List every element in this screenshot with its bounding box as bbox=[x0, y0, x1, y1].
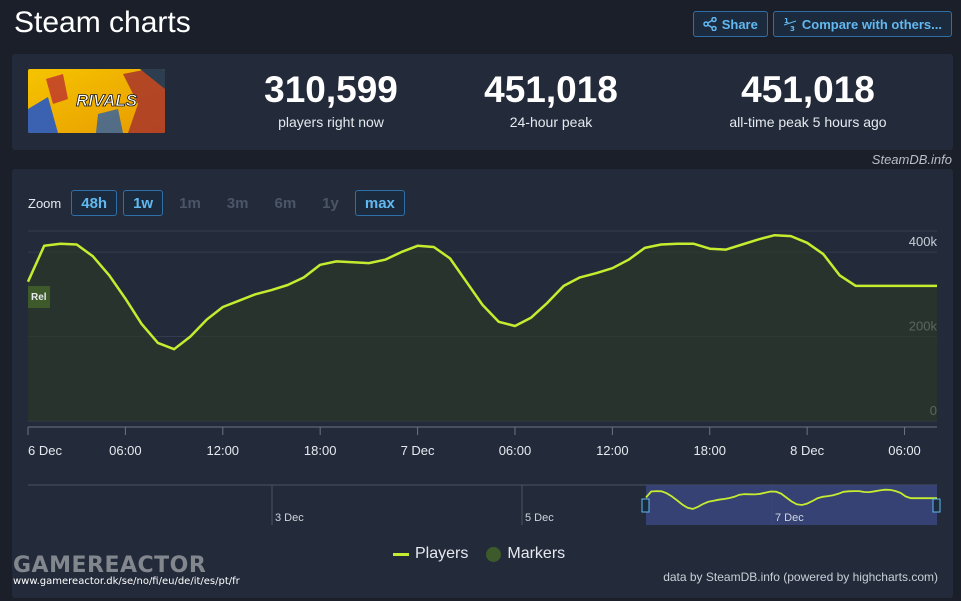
x-tick-label: 12:00 bbox=[207, 443, 240, 458]
zoom-1m-button[interactable]: 1m bbox=[179, 194, 201, 212]
zoom-controls: Zoom 48h 1w 1m 3m 6m 1y max bbox=[28, 190, 405, 216]
navigator-selection bbox=[646, 485, 937, 525]
release-marker-label: Rel bbox=[31, 292, 47, 303]
legend-markers-label: Markers bbox=[507, 545, 566, 562]
stat-all-time-peak: 451,018 all-time peak 5 hours ago bbox=[678, 69, 938, 131]
share-button[interactable]: Share bbox=[692, 11, 768, 37]
players-line bbox=[26, 233, 937, 351]
players-area bbox=[28, 235, 937, 421]
stat-current-players: 310,599 players right now bbox=[201, 69, 461, 131]
navigator-tick-label-overlay: 7 Dec bbox=[775, 512, 804, 524]
x-tick-label: 06:00 bbox=[499, 443, 532, 458]
release-marker bbox=[28, 286, 50, 308]
x-tick-label: 12:00 bbox=[596, 443, 629, 458]
navigator-handle-left[interactable] bbox=[641, 498, 650, 513]
watermark-logo: GAMEREACTOR bbox=[13, 553, 207, 578]
game-logo-text: RIVALS bbox=[76, 91, 138, 110]
compare-label: Compare with others... bbox=[801, 16, 942, 32]
navigator-tick-label: 5 Dec bbox=[525, 512, 554, 524]
x-tick-label: 06:00 bbox=[109, 443, 142, 458]
navigator-handle-right[interactable] bbox=[932, 498, 941, 513]
x-tick-label: 06:00 bbox=[888, 443, 921, 458]
zoom-48h-button[interactable]: 48h bbox=[71, 190, 118, 216]
stat-alltime-label: all-time peak 5 hours ago bbox=[729, 114, 887, 130]
zoom-1y-button[interactable]: 1y bbox=[322, 194, 339, 212]
legend-markers-swatch bbox=[486, 546, 502, 562]
page-title: Steam charts bbox=[14, 6, 191, 39]
stat-24h-peak: 451,018 24-hour peak bbox=[421, 69, 681, 131]
watermark: GAMEREACTOR www.gamereactor.dk/se/no/fi/… bbox=[13, 553, 240, 587]
zoom-1w-button[interactable]: 1w bbox=[123, 190, 164, 216]
stat-24h-label: 24-hour peak bbox=[509, 114, 593, 130]
legend-markers[interactable]: Markers bbox=[486, 545, 565, 563]
svg-text:1: 1 bbox=[784, 17, 789, 25]
legend-players-swatch bbox=[393, 552, 409, 556]
zoom-6m-button[interactable]: 6m bbox=[274, 194, 297, 212]
legend-players-label: Players bbox=[415, 545, 469, 562]
stats-panel: RIVALS 310,599 players right now 451,018… bbox=[12, 54, 953, 150]
share-label: Share bbox=[721, 16, 758, 32]
watermark-url: www.gamereactor.dk/se/no/fi/eu/de/it/es/… bbox=[13, 576, 240, 587]
stat-alltime-value: 451,018 bbox=[741, 69, 875, 110]
header-actions: Share 1 3 Compare with others... bbox=[692, 11, 952, 37]
compare-icon: 1 3 bbox=[783, 17, 797, 32]
zoom-3m-button[interactable]: 3m bbox=[226, 194, 249, 212]
chart-legend: Players Markers bbox=[393, 545, 565, 563]
x-tick-label: 7 Dec bbox=[401, 443, 435, 458]
chart-panel: Zoom 48h 1w 1m 3m 6m 1y max 0200k400kRel… bbox=[12, 169, 953, 598]
y-tick-label: 400k bbox=[909, 234, 938, 249]
navigator-line bbox=[645, 488, 937, 510]
game-header-image[interactable]: RIVALS bbox=[28, 69, 165, 133]
x-tick-label: 6 Dec bbox=[28, 443, 62, 458]
stat-current-value: 310,599 bbox=[264, 69, 398, 110]
svg-text:3: 3 bbox=[790, 25, 795, 32]
navigator-tick-label: 3 Dec bbox=[275, 512, 304, 524]
zoom-label: Zoom bbox=[28, 195, 62, 211]
highcharts-credit[interactable]: data by SteamDB.info (powered by highcha… bbox=[663, 570, 938, 584]
stat-24h-value: 451,018 bbox=[484, 69, 618, 110]
compare-button[interactable]: 1 3 Compare with others... bbox=[772, 11, 952, 37]
zoom-max-button[interactable]: max bbox=[354, 190, 405, 216]
stat-current-label: players right now bbox=[278, 114, 384, 130]
x-tick-label: 18:00 bbox=[693, 443, 726, 458]
x-tick-label: 8 Dec bbox=[790, 443, 824, 458]
steamdb-credit[interactable]: SteamDB.info bbox=[871, 152, 952, 167]
x-tick-label: 18:00 bbox=[304, 443, 337, 458]
legend-players[interactable]: Players bbox=[393, 545, 468, 563]
share-icon bbox=[702, 17, 717, 31]
